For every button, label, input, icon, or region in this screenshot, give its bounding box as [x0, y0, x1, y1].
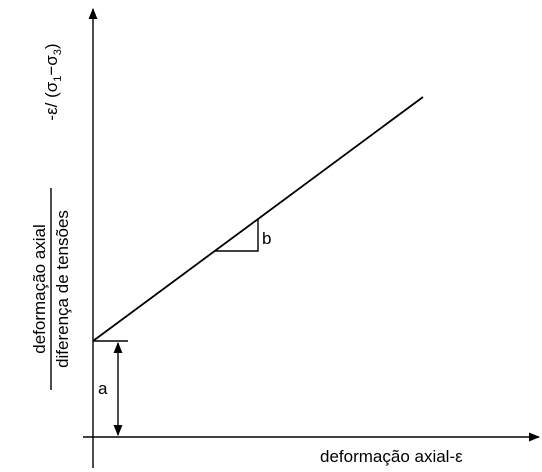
- part: ): [42, 43, 61, 49]
- y-label: deformação axial diferença de tensões: [30, 188, 72, 390]
- slope-label: b: [262, 229, 271, 248]
- sub: 1: [52, 76, 64, 82]
- intercept-label: a: [98, 379, 108, 398]
- x-label: deformação axial-ε: [320, 447, 463, 466]
- slope-triangle: [215, 219, 259, 252]
- y-symbol-text: -ε/ (σ1−σ3): [42, 43, 64, 120]
- sub: 3: [52, 49, 64, 55]
- part: −σ: [42, 55, 61, 76]
- y-label-denominator: diferença de tensões: [53, 210, 72, 368]
- y-symbol: -ε/ (σ1−σ3): [42, 43, 64, 120]
- y-label-numerator: deformação axial: [30, 224, 49, 353]
- part: -ε/ (σ: [42, 81, 61, 120]
